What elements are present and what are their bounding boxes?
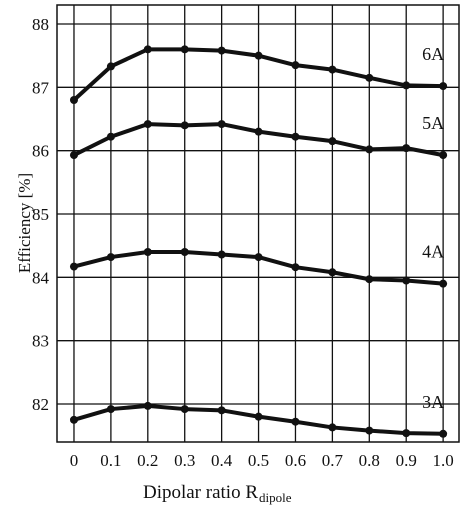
y-tick-label: 84	[32, 268, 50, 287]
x-tick-label: 0.2	[137, 451, 158, 470]
data-point	[439, 429, 448, 438]
data-point	[106, 253, 115, 262]
data-point	[106, 132, 115, 141]
data-point	[143, 248, 152, 256]
data-point	[106, 62, 115, 71]
data-point	[328, 65, 337, 74]
data-point	[328, 137, 337, 146]
data-point	[365, 73, 374, 82]
data-point	[69, 96, 78, 104]
data-point	[254, 51, 263, 60]
y-tick-label: 83	[32, 332, 49, 351]
data-point	[69, 262, 78, 271]
x-tick-label: 0.1	[100, 451, 121, 470]
data-point	[180, 248, 189, 256]
data-point	[291, 132, 300, 141]
x-tick-label: 0.8	[359, 451, 380, 470]
x-tick-label: 0.9	[396, 451, 417, 470]
data-point	[180, 405, 189, 414]
data-point	[217, 120, 226, 129]
x-tick-label: 0.7	[322, 451, 344, 470]
data-point	[217, 46, 226, 55]
data-point	[180, 121, 189, 130]
data-point	[439, 151, 448, 160]
series-label: 4A	[422, 242, 444, 262]
x-axis-label-subscript: dipole	[259, 490, 292, 505]
data-point	[106, 405, 115, 414]
data-point	[291, 417, 300, 426]
y-tick-label: 82	[32, 395, 49, 414]
data-point	[402, 429, 411, 438]
y-tick-label: 87	[32, 78, 50, 97]
data-point	[365, 426, 374, 435]
data-point	[254, 412, 263, 421]
x-tick-label: 1.0	[433, 451, 454, 470]
x-tick-label: 0.5	[248, 451, 269, 470]
data-point	[291, 61, 300, 70]
data-point	[143, 401, 152, 410]
data-point	[254, 253, 263, 262]
data-point	[402, 144, 411, 153]
data-point	[365, 145, 374, 154]
series-label: 3A	[422, 392, 444, 412]
data-point	[365, 275, 374, 284]
data-point	[291, 263, 300, 272]
series-label: 6A	[422, 44, 444, 64]
data-point	[217, 406, 226, 415]
data-point	[328, 268, 337, 277]
data-point	[143, 45, 152, 54]
plot-frame	[56, 4, 460, 443]
x-tick-label: 0	[70, 451, 79, 470]
data-point	[402, 276, 411, 285]
y-tick-label: 85	[32, 205, 49, 224]
data-point	[69, 415, 78, 424]
x-tick-label: 0.6	[285, 451, 306, 470]
data-point	[439, 82, 448, 91]
data-point	[69, 151, 78, 160]
y-axis-label: Efficiency [%]	[15, 173, 34, 273]
y-tick-label: 86	[32, 142, 49, 161]
data-point	[217, 250, 226, 259]
data-point	[439, 279, 448, 288]
series-label: 5A	[422, 113, 444, 133]
data-point	[143, 120, 152, 129]
x-tick-label: 0.4	[211, 451, 233, 470]
data-point	[180, 45, 189, 54]
x-tick-label: 0.3	[174, 451, 195, 470]
data-point	[328, 423, 337, 432]
data-point	[254, 127, 263, 136]
x-axis-label: Dipolar ratio R	[143, 482, 258, 503]
data-point	[402, 81, 411, 90]
y-tick-label: 88	[32, 15, 49, 34]
